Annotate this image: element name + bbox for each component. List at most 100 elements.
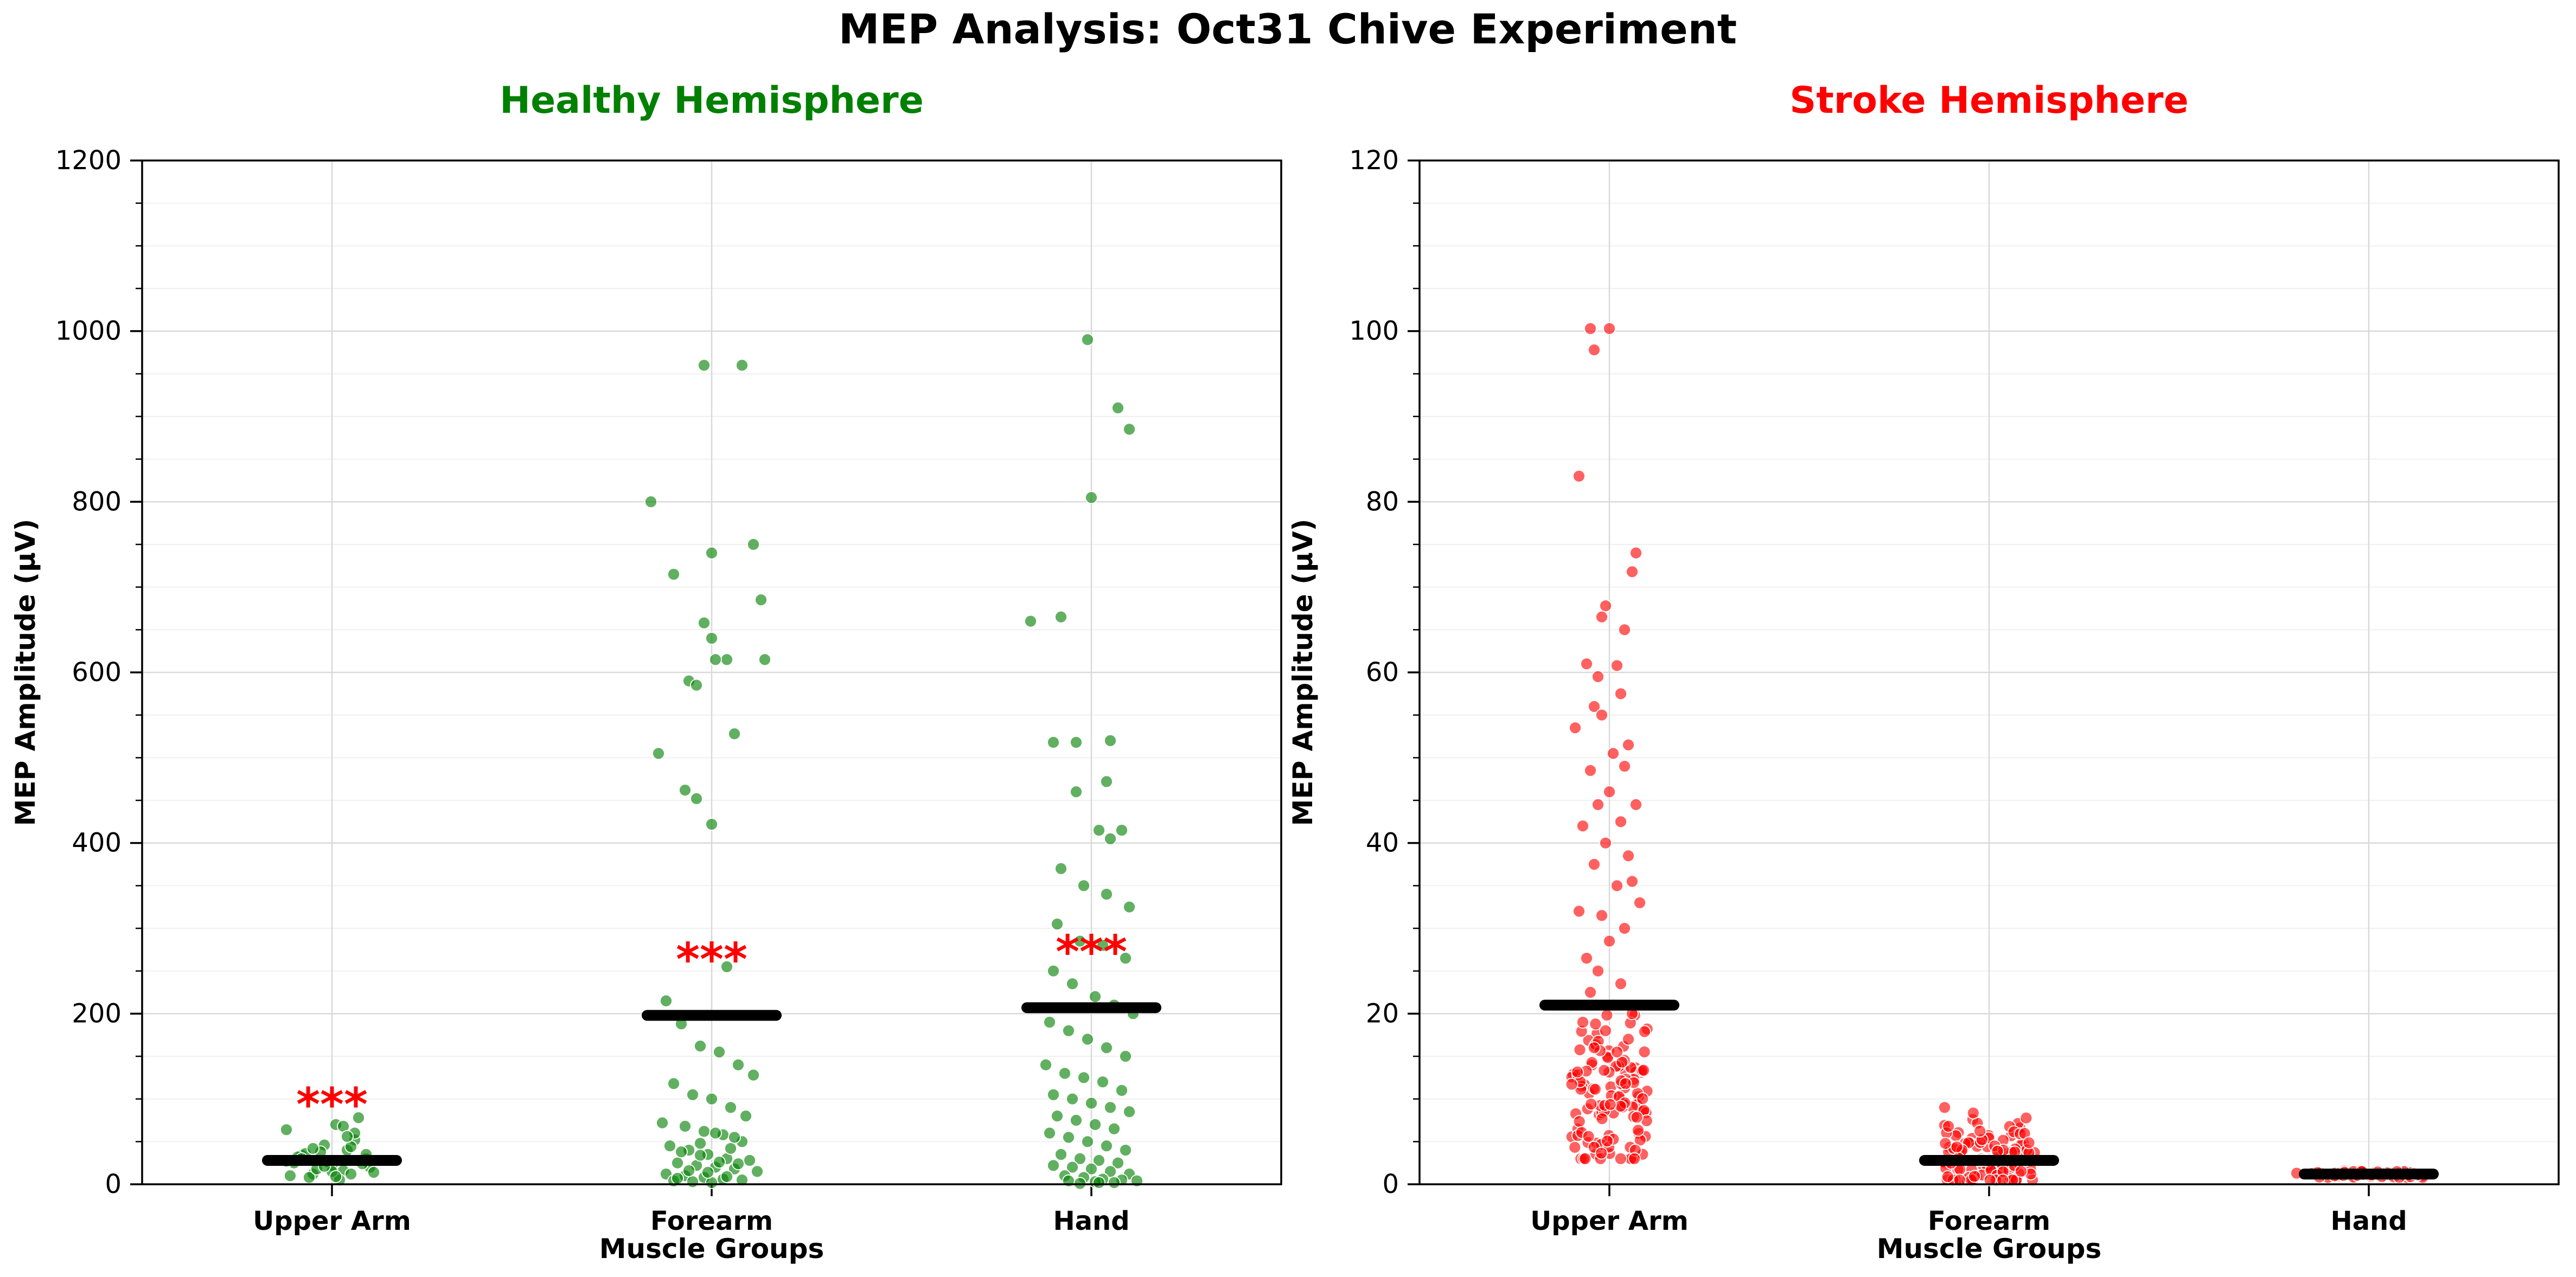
plot-frame xyxy=(1418,159,2560,1185)
data-point-forearm xyxy=(1973,1124,1986,1138)
data-point-hand xyxy=(1073,1152,1086,1165)
data-point-hand xyxy=(1062,1131,1075,1144)
x-tick-label-forearm: Forearm xyxy=(1928,1206,2050,1236)
data-point-upper-arm xyxy=(1576,819,1589,833)
data-point-hand xyxy=(1085,1096,1098,1110)
x-tick-label-upper-arm: Upper Arm xyxy=(253,1206,411,1236)
data-point-upper-arm xyxy=(1610,879,1623,893)
data-point-forearm xyxy=(694,1039,707,1053)
data-point-forearm xyxy=(1939,1137,1952,1150)
data-point-hand xyxy=(1111,401,1124,415)
data-point-upper-arm xyxy=(341,1130,354,1143)
data-point-upper-arm xyxy=(1599,1024,1612,1037)
data-point-upper-arm xyxy=(1576,1016,1589,1029)
data-point-forearm xyxy=(667,568,680,581)
data-point-upper-arm xyxy=(1588,700,1601,713)
data-point-forearm xyxy=(736,358,749,372)
data-point-hand xyxy=(1123,900,1136,914)
data-point-forearm xyxy=(698,358,711,372)
data-point-upper-arm xyxy=(1618,760,1631,773)
data-point-forearm xyxy=(724,1101,737,1114)
data-point-upper-arm xyxy=(1588,343,1601,357)
data-point-forearm xyxy=(686,1088,699,1101)
data-point-upper-arm xyxy=(1580,657,1593,671)
data-point-hand xyxy=(1085,1162,1098,1176)
data-point-hand xyxy=(1077,1071,1090,1085)
data-point-forearm xyxy=(1968,1170,1981,1183)
data-point-upper-arm xyxy=(1603,785,1616,799)
data-point-upper-arm xyxy=(1622,1032,1635,1046)
data-point-upper-arm xyxy=(1630,1111,1644,1124)
significance-marker-forearm: *** xyxy=(676,933,747,986)
data-point-hand xyxy=(1058,1067,1071,1080)
y-tick-label: 600 xyxy=(72,657,122,688)
data-point-hand xyxy=(1104,1101,1117,1114)
data-point-hand xyxy=(1123,422,1136,436)
data-point-hand xyxy=(1054,610,1068,624)
data-point-hand xyxy=(1066,1160,1079,1174)
data-point-upper-arm xyxy=(1573,1043,1587,1056)
data-point-upper-arm xyxy=(344,1167,357,1181)
x-tick-label-hand: Hand xyxy=(2330,1206,2407,1236)
y-tick-label: 200 xyxy=(72,998,122,1029)
data-point-forearm xyxy=(686,1175,699,1189)
data-point-hand xyxy=(1043,1126,1056,1140)
data-point-hand xyxy=(1039,1058,1052,1071)
data-point-upper-arm xyxy=(280,1123,293,1137)
data-point-upper-arm xyxy=(1584,322,1597,335)
data-point-upper-arm xyxy=(1615,1055,1629,1069)
data-point-upper-arm xyxy=(1568,1140,1582,1154)
data-point-forearm xyxy=(663,1139,676,1153)
data-point-hand xyxy=(1085,491,1098,504)
data-point-forearm xyxy=(679,1120,692,1133)
data-point-forearm xyxy=(1983,1173,1997,1187)
data-point-hand xyxy=(1070,736,1083,749)
data-point-upper-arm xyxy=(1573,1115,1586,1128)
data-point-forearm xyxy=(2015,1165,2028,1178)
data-point-upper-arm xyxy=(1573,904,1586,918)
data-point-hand xyxy=(1081,1032,1094,1046)
data-point-hand xyxy=(1047,1159,1060,1172)
data-point-hand xyxy=(1051,917,1064,931)
data-point-upper-arm xyxy=(1622,849,1635,863)
data-point-upper-arm xyxy=(1603,1098,1617,1111)
data-point-upper-arm xyxy=(1591,964,1605,978)
data-point-upper-arm xyxy=(306,1142,319,1155)
data-point-hand xyxy=(1054,862,1068,875)
data-point-upper-arm xyxy=(1626,875,1639,888)
y-tick-label: 1000 xyxy=(55,316,122,346)
data-point-forearm xyxy=(705,546,718,560)
data-point-upper-arm xyxy=(1599,599,1612,613)
data-point-forearm xyxy=(679,784,692,797)
data-point-upper-arm xyxy=(352,1111,365,1125)
healthy-hemisphere-title: Healthy Hemisphere xyxy=(500,79,924,122)
data-point-upper-arm xyxy=(1571,1065,1584,1079)
data-point-upper-arm xyxy=(1599,836,1612,850)
data-point-upper-arm xyxy=(1569,721,1582,735)
data-point-hand xyxy=(1066,977,1079,991)
data-point-upper-arm xyxy=(1628,1152,1641,1165)
data-point-forearm xyxy=(728,1131,741,1144)
data-point-hand xyxy=(1047,736,1060,749)
data-point-forearm xyxy=(720,960,733,973)
data-point-upper-arm xyxy=(1584,764,1597,777)
data-point-forearm xyxy=(671,1156,684,1170)
data-point-forearm xyxy=(652,747,665,760)
data-point-hand xyxy=(1054,1148,1068,1161)
x-axis-label: Muscle Groups xyxy=(1877,1233,2101,1265)
x-tick-label-upper-arm: Upper Arm xyxy=(1530,1206,1688,1236)
stroke-hemisphere-title: Stroke Hemisphere xyxy=(1789,79,2188,122)
data-point-forearm xyxy=(701,1166,714,1179)
data-point-forearm xyxy=(739,1109,752,1123)
y-tick-label: 0 xyxy=(105,1169,122,1199)
data-point-forearm xyxy=(705,632,718,645)
data-point-forearm xyxy=(1953,1173,1966,1187)
data-point-forearm xyxy=(720,1170,733,1183)
y-tick-label: 60 xyxy=(1366,657,1399,688)
data-point-forearm xyxy=(705,1092,718,1106)
data-point-hand xyxy=(1070,785,1083,799)
y-tick-label: 1200 xyxy=(55,145,122,176)
data-point-upper-arm xyxy=(1629,798,1642,811)
data-point-upper-arm xyxy=(1589,1017,1602,1031)
